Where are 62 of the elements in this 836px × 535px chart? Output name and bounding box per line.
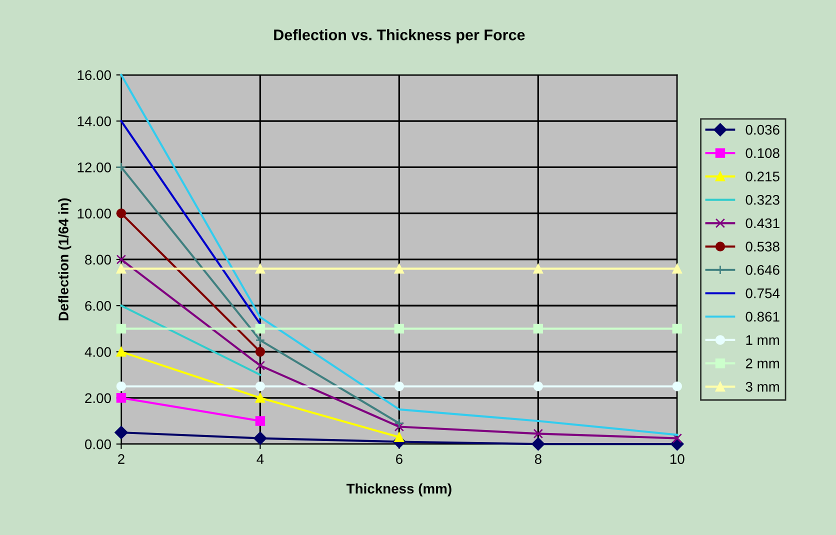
- point: [532, 437, 545, 451]
- legend-label: 3 mm: [746, 382, 780, 392]
- point: [116, 254, 126, 264]
- y-tick-label: 16.00: [78, 70, 111, 80]
- legend-label: 0.323: [746, 194, 780, 205]
- point: [255, 324, 266, 334]
- y-tick-label: 12.00: [78, 162, 111, 172]
- point: [116, 346, 126, 357]
- point: [394, 324, 404, 334]
- y-tick-label: 0.00: [85, 439, 111, 450]
- y-tick-label: 2.00: [85, 393, 111, 404]
- y-tick-label: 10.00: [78, 208, 111, 218]
- x-tick-label: 4: [256, 454, 264, 464]
- point: [116, 324, 126, 334]
- point: [255, 382, 266, 392]
- point: [533, 382, 544, 392]
- legend-label: 0.108: [746, 148, 780, 158]
- y-tick-label: 6.00: [85, 300, 111, 311]
- point: [116, 393, 126, 403]
- y-tick-label: 14.00: [78, 116, 111, 126]
- legend-label: 0.538: [746, 242, 780, 252]
- point: [533, 324, 544, 334]
- legend-label: 0.215: [746, 172, 780, 182]
- point: [672, 264, 682, 274]
- chart-title: Deflection vs. Thickness per Force: [274, 29, 525, 44]
- point: [533, 428, 544, 439]
- point: [533, 264, 544, 274]
- x-tick-label: 8: [534, 454, 542, 464]
- point: [255, 264, 266, 274]
- legend-label: 0.646: [746, 265, 780, 275]
- x-tick-label: 2: [118, 454, 124, 464]
- legend-label: 2 mm: [746, 358, 780, 368]
- point: [254, 432, 267, 445]
- x-tick-label: 6: [396, 454, 402, 464]
- point: [116, 264, 126, 274]
- point: [394, 418, 404, 428]
- point: [116, 162, 126, 172]
- point: [116, 382, 126, 392]
- point: [394, 432, 404, 442]
- point: [255, 393, 266, 403]
- point: [255, 335, 266, 346]
- point: [255, 360, 266, 370]
- legend-label: 0.036: [746, 124, 780, 135]
- y-tick-label: 4.00: [84, 347, 111, 357]
- legend-label: 1 mm: [746, 335, 780, 345]
- legend-label: 0.861: [746, 312, 780, 322]
- point: [255, 346, 266, 357]
- x-tick-label: 10: [670, 454, 684, 464]
- point: [114, 426, 128, 440]
- y-axis-title: Deflection (1/64 in): [58, 198, 72, 320]
- point: [255, 416, 266, 426]
- point: [116, 208, 126, 218]
- point: [672, 433, 682, 444]
- point: [394, 264, 404, 274]
- legend-label: 0.431: [746, 218, 780, 228]
- point: [394, 422, 404, 432]
- point: [394, 382, 404, 392]
- y-tick-label: 8.00: [85, 254, 111, 265]
- point: [672, 324, 682, 334]
- x-axis-title: Thickness (mm): [346, 483, 452, 496]
- legend-label: 0.754: [746, 288, 780, 298]
- point: [672, 382, 682, 392]
